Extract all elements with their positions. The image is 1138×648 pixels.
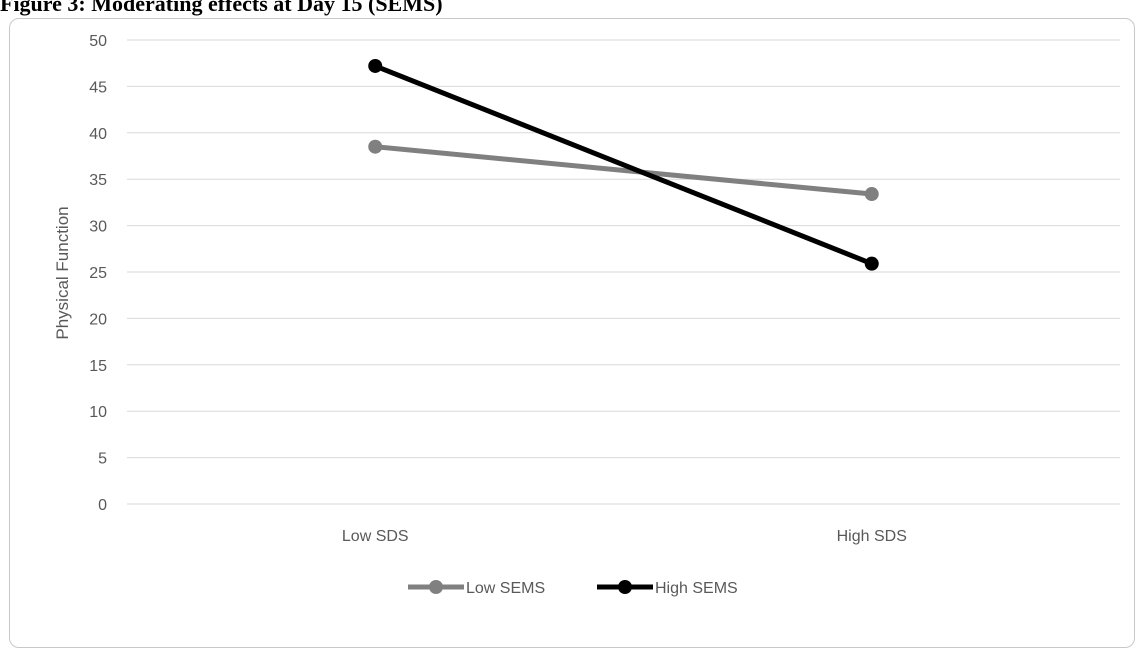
legend-swatch-marker (618, 580, 632, 594)
data-point (368, 58, 383, 73)
series-lines (368, 58, 879, 271)
y-tick-label: 45 (89, 79, 107, 96)
legend-label: High SEMS (655, 580, 738, 597)
x-axis-ticks: Low SDS High SDS (342, 528, 907, 545)
series-line (372, 144, 875, 197)
y-tick-label: 35 (89, 172, 107, 189)
y-tick-label: 30 (89, 219, 107, 236)
y-axis-ticks: 0 5 10 15 20 25 30 35 40 45 50 (89, 33, 107, 514)
y-tick-label: 15 (89, 358, 107, 375)
y-tick-label: 50 (89, 33, 107, 50)
x-tick-label: Low SDS (342, 528, 409, 545)
data-point (368, 139, 383, 154)
chart-frame (9, 18, 1135, 648)
y-tick-label: 40 (89, 126, 107, 143)
data-point (864, 187, 879, 202)
y-tick-label: 20 (89, 311, 107, 328)
legend-label: Low SEMS (466, 580, 545, 597)
figure-title: Figure 3: Moderating effects at Day 15 (… (0, 0, 443, 16)
y-tick-label: 0 (98, 497, 107, 514)
legend-swatch-marker (429, 580, 443, 594)
y-tick-label: 10 (89, 404, 107, 421)
series-line (372, 63, 875, 267)
y-axis-title: Physical Function (53, 206, 72, 339)
legend-item: High SEMS (597, 580, 738, 597)
legend-item: Low SEMS (408, 580, 545, 597)
gridlines (127, 39, 1120, 505)
y-tick-label: 25 (89, 265, 107, 282)
x-tick-label: High SDS (837, 528, 907, 545)
y-tick-label: 5 (98, 451, 107, 468)
data-point (864, 256, 879, 271)
legend: Low SEMS High SEMS (408, 580, 738, 597)
line-chart: 0 5 10 15 20 25 30 35 40 45 50 Low SDS High SDS Phy… (53, 33, 1120, 597)
